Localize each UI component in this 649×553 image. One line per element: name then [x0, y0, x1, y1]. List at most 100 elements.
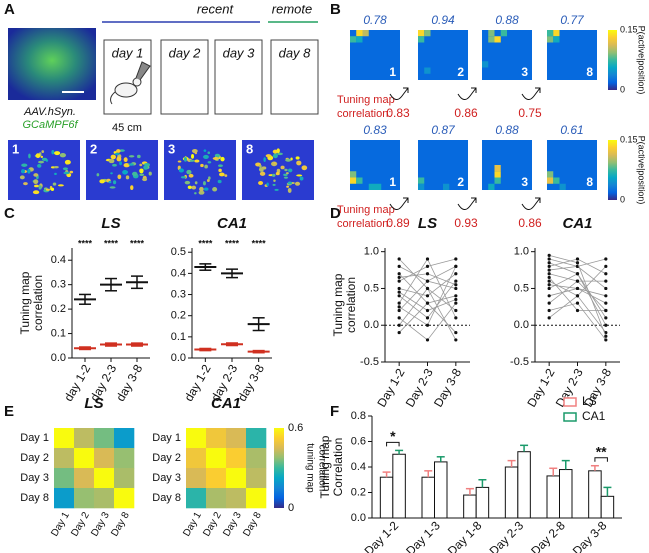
cell-blob: [272, 183, 276, 186]
day-label: 3: [521, 175, 528, 189]
day-box: [270, 39, 319, 115]
tuning-map-pixel: [368, 183, 375, 190]
point: [454, 308, 458, 313]
arrow: [457, 87, 477, 100]
cell-blob: [204, 164, 208, 169]
point: [454, 257, 458, 261]
heatmap-cell: [74, 428, 95, 449]
x-tick-label: Day 1-3: [403, 518, 443, 553]
cell-blob: [21, 163, 28, 167]
heatmap-cell: [186, 448, 207, 469]
cell-blob: [184, 180, 191, 185]
cell-blob: [220, 156, 225, 162]
point: [397, 305, 401, 309]
peak-value: 0.87: [431, 123, 456, 137]
point: [575, 308, 580, 313]
tuning-map-pixel: [553, 36, 560, 43]
point: [575, 294, 580, 298]
panel-label: B: [330, 1, 341, 18]
point: [547, 308, 551, 313]
heatmap-cell: [246, 448, 267, 469]
point: [454, 272, 458, 276]
y-tick-label: 0.5: [514, 282, 529, 294]
bar: [600, 495, 615, 519]
heatmap-cell: [206, 488, 227, 509]
cell-blob: [299, 176, 304, 181]
cell-blob: [33, 173, 39, 177]
point: [604, 316, 608, 320]
tuning-map-pixel: [356, 30, 363, 37]
y-tick-label: 0.0: [364, 319, 379, 331]
cell-blob: [183, 157, 187, 162]
y-tick-label: -0.5: [510, 356, 529, 368]
point: [454, 286, 458, 291]
y-axis-label: correlation: [31, 275, 45, 331]
tuning-map-pixel: [494, 165, 501, 172]
cell-blob: [287, 181, 292, 185]
colorbar-tick-label: 0: [620, 84, 625, 94]
cell-blob: [187, 185, 192, 189]
cell-blob: [123, 157, 128, 163]
point: [547, 272, 551, 276]
cell-blob: [137, 154, 141, 159]
section-label: recent: [197, 1, 235, 16]
heatmap-cell: [54, 488, 75, 509]
cell-blob: [285, 158, 292, 162]
cell-blob: [198, 190, 205, 195]
fov-label: 3: [168, 141, 175, 156]
arrow: [521, 87, 541, 100]
day-label: 2: [457, 65, 464, 79]
cell-blob: [271, 173, 276, 177]
tuning-map-pixel: [418, 30, 425, 37]
point: [604, 308, 608, 313]
cell-blob: [23, 182, 28, 186]
y-tick-label: 0.5: [364, 282, 379, 294]
x-tick-label: day 3-8: [113, 362, 145, 404]
cell-blob: [263, 157, 266, 163]
point: [397, 316, 401, 320]
legend-swatch: [563, 412, 577, 422]
heatmap-cell: [74, 468, 95, 489]
point: [425, 279, 430, 283]
point: [547, 261, 551, 265]
x-tick-label: Day 2-3: [487, 518, 527, 553]
arrow-head: [403, 197, 409, 203]
point: [397, 275, 401, 280]
cell-blob: [21, 169, 25, 174]
heatmap-cell: [186, 488, 207, 509]
y-tick-label: 0.2: [351, 486, 366, 498]
point: [454, 264, 458, 268]
point: [397, 279, 401, 283]
peak-value: 0.88: [495, 123, 519, 137]
tuning-map-pixel: [350, 177, 357, 184]
bar: [434, 461, 448, 519]
tuning-map-pixel: [488, 183, 495, 190]
point: [547, 294, 551, 298]
cell-blob: [283, 176, 288, 179]
heatmap-cell: [206, 468, 227, 489]
cell-blob: [108, 159, 115, 164]
peak-value: 0.78: [363, 13, 387, 27]
fov-label: 2: [90, 141, 97, 156]
bar: [504, 466, 519, 519]
heatmap-cell: [226, 428, 247, 449]
y-axis-label: Tuning map: [331, 273, 345, 336]
cell-blob: [32, 190, 40, 195]
tuning-map-pixel: [494, 171, 501, 178]
point: [397, 330, 401, 335]
correlation-value: 0.89: [386, 216, 410, 230]
cell-blob: [96, 173, 100, 177]
arrow: [457, 197, 477, 210]
y-axis-label: correlation: [344, 277, 358, 333]
significance: ****: [104, 238, 119, 248]
virus-label: AAV.hSyn.: [23, 106, 76, 118]
x-tick-label: Day 1-8: [445, 518, 485, 553]
cell-blob: [202, 181, 206, 186]
cell-blob: [45, 188, 50, 191]
tuning-map-pixel: [356, 177, 363, 184]
cell-blob: [109, 186, 116, 189]
tuning-map-pixel: [350, 171, 357, 178]
point: [575, 261, 580, 265]
heatmap-cell: [246, 468, 267, 489]
point: [604, 323, 608, 327]
